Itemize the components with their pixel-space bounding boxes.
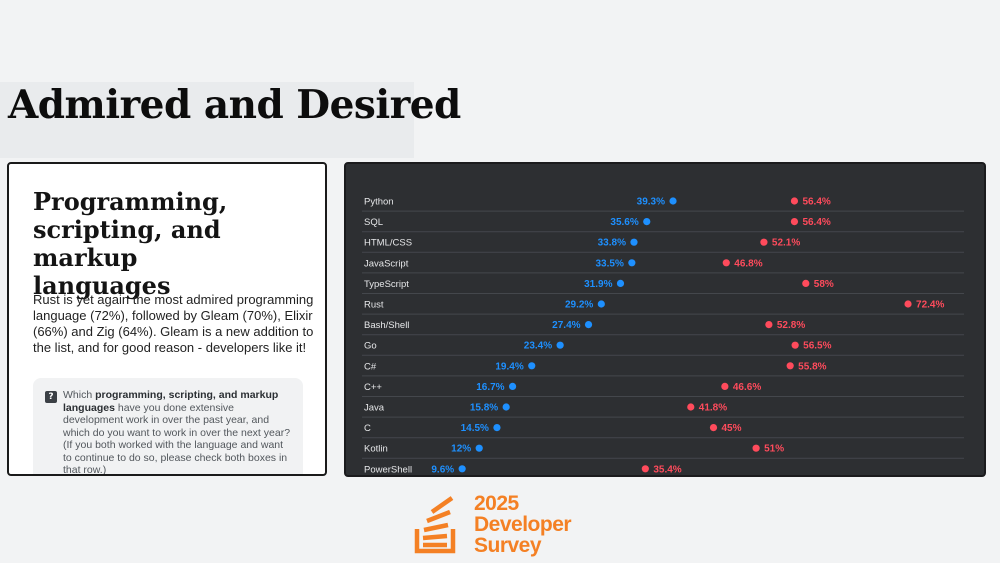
category-label-go: Go (364, 341, 377, 352)
dumbbell-chart-panel: Python 39.3% 56.4% SQL 35.6% 56.4% HTML/CSS 33.… (344, 162, 986, 477)
value-label-high-c: 46.6% (733, 382, 761, 393)
stack-overflow-logo-icon (414, 496, 456, 554)
point-high-typescript (802, 279, 810, 287)
value-label-low-c: 16.7% (476, 382, 504, 393)
value-label-low-sql: 35.6% (610, 217, 638, 228)
value-label-high-python: 56.4% (802, 197, 830, 208)
category-label-kotlin: Kotlin (364, 444, 388, 455)
category-label-c: C++ (364, 382, 382, 393)
logo-word-developer: Developer (474, 513, 572, 536)
category-label-java: Java (364, 403, 385, 414)
point-high-powershell (641, 465, 649, 473)
value-label-high-go: 56.5% (803, 341, 831, 352)
logo-word-survey: Survey (474, 534, 542, 557)
value-label-high-c: 55.8% (798, 361, 826, 372)
point-high-c (709, 424, 718, 432)
point-low-kotlin (475, 444, 483, 452)
point-high-kotlin (752, 444, 760, 452)
description-card: Programming, scripting, and markup langu… (7, 162, 327, 476)
category-label-c: C# (364, 361, 377, 372)
value-label-high-java: 41.8% (699, 403, 727, 414)
value-label-low-powershell: 9.6% (431, 464, 454, 475)
point-low-java (502, 403, 510, 411)
category-label-sql: SQL (364, 217, 383, 228)
point-low-bash-shell (584, 321, 593, 329)
dumbbell-chart: Python 39.3% 56.4% SQL 35.6% 56.4% HTML/CSS 33.… (362, 197, 964, 475)
value-label-high-bash-shell: 52.8% (777, 320, 805, 331)
point-high-javascript (722, 259, 730, 267)
logo-text: 2025 Developer Survey (474, 492, 572, 557)
point-high-html-css (760, 238, 768, 246)
category-label-c: C (364, 423, 371, 434)
point-low-c (508, 382, 517, 390)
point-high-sql (790, 218, 799, 226)
value-label-high-typescript: 58% (814, 279, 834, 290)
question-text-end: have you done extensive development work… (63, 401, 291, 476)
survey-question-text: Which programming, scripting, and markup… (63, 389, 291, 476)
value-label-low-typescript: 31.9% (584, 279, 612, 290)
point-low-go (556, 341, 564, 349)
value-label-low-go: 23.4% (524, 341, 552, 352)
title-band (0, 82, 414, 158)
value-label-high-powershell: 35.4% (653, 464, 681, 475)
card-body: Rust is yet again the most admired progr… (33, 292, 314, 355)
point-high-bash-shell (765, 321, 773, 329)
value-label-low-kotlin: 12% (451, 444, 471, 455)
card-heading: Programming, scripting, and markup langu… (33, 187, 228, 300)
question-icon: ? (45, 391, 57, 403)
point-low-sql (643, 218, 651, 226)
value-label-low-javascript: 33.5% (595, 258, 623, 269)
category-label-rust: Rust (364, 300, 384, 311)
category-label-typescript: TypeScript (364, 279, 409, 290)
value-label-high-javascript: 46.8% (734, 258, 762, 269)
value-label-low-python: 39.3% (637, 197, 665, 208)
value-label-low-html-css: 33.8% (598, 238, 626, 249)
point-low-javascript (628, 259, 636, 267)
value-label-high-rust: 72.4% (916, 300, 944, 311)
logo-year: 2025 (474, 492, 519, 515)
point-low-html-css (630, 238, 638, 246)
point-high-go (791, 341, 799, 349)
value-label-low-c: 19.4% (495, 361, 523, 372)
value-label-high-sql: 56.4% (802, 217, 830, 228)
category-label-python: Python (364, 197, 394, 208)
value-label-high-html-css: 52.1% (772, 238, 800, 249)
point-high-java (687, 403, 695, 411)
survey-question-box: ? Which programming, scripting, and mark… (33, 378, 303, 476)
value-label-high-c: 45% (722, 423, 742, 434)
point-high-c (786, 362, 794, 370)
page-title: Admired and Desired (8, 82, 461, 128)
point-high-c (721, 382, 729, 390)
point-low-typescript (616, 279, 625, 287)
category-label-javascript: JavaScript (364, 258, 409, 269)
value-label-low-bash-shell: 27.4% (552, 320, 580, 331)
category-label-html-css: HTML/CSS (364, 238, 412, 249)
question-text-start: Which (63, 389, 96, 401)
point-low-c (493, 424, 501, 432)
value-label-high-kotlin: 51% (764, 444, 784, 455)
survey-logo: 2025 Developer Survey (413, 493, 583, 557)
point-low-python (669, 197, 677, 205)
category-label-powershell: PowerShell (364, 464, 412, 475)
question-text-bold: programming, scripting, and markup langu… (63, 389, 279, 414)
point-high-rust (904, 300, 912, 308)
value-label-low-java: 15.8% (470, 403, 498, 414)
category-label-bash-shell: Bash/Shell (364, 320, 409, 331)
value-label-low-rust: 29.2% (565, 300, 593, 311)
point-low-c (528, 362, 536, 370)
point-low-powershell (458, 465, 466, 473)
point-low-rust (597, 300, 605, 308)
value-label-low-c: 14.5% (461, 423, 489, 434)
point-high-python (790, 197, 799, 205)
